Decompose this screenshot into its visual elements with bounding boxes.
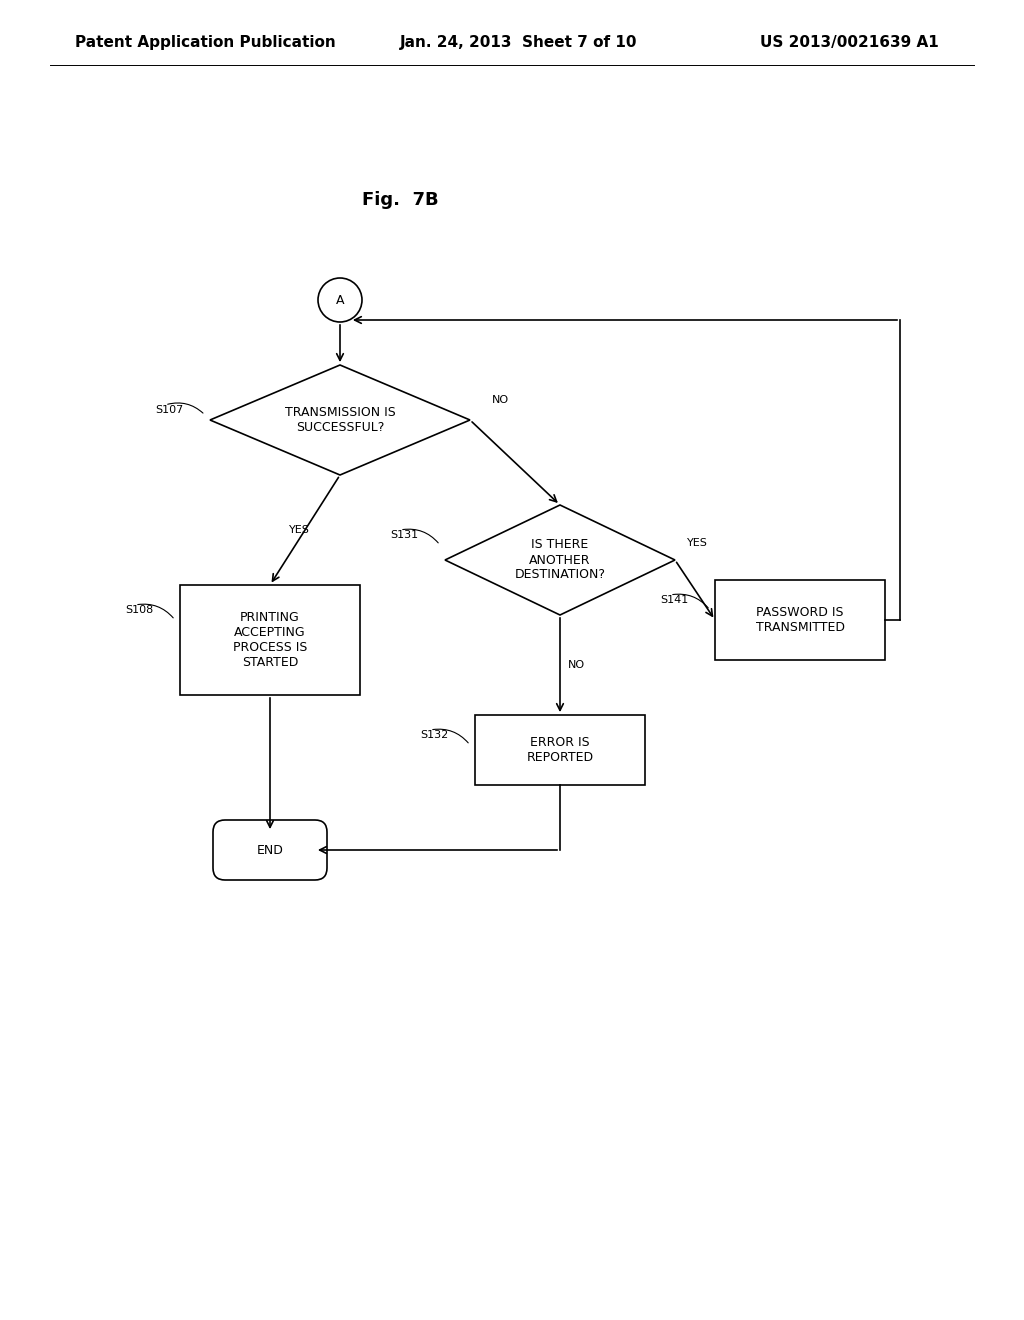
FancyBboxPatch shape — [213, 820, 327, 880]
Polygon shape — [210, 366, 470, 475]
Text: Fig.  7B: Fig. 7B — [361, 191, 438, 209]
Text: IS THERE
ANOTHER
DESTINATION?: IS THERE ANOTHER DESTINATION? — [514, 539, 605, 582]
Text: ERROR IS
REPORTED: ERROR IS REPORTED — [526, 737, 594, 764]
Text: Jan. 24, 2013  Sheet 7 of 10: Jan. 24, 2013 Sheet 7 of 10 — [400, 36, 638, 50]
Text: END: END — [257, 843, 284, 857]
Text: PASSWORD IS
TRANSMITTED: PASSWORD IS TRANSMITTED — [756, 606, 845, 634]
Text: S108: S108 — [125, 605, 154, 615]
Polygon shape — [445, 506, 675, 615]
Text: US 2013/0021639 A1: US 2013/0021639 A1 — [760, 36, 939, 50]
Text: NO: NO — [492, 395, 509, 405]
Text: S141: S141 — [660, 595, 688, 605]
Text: A: A — [336, 293, 344, 306]
Text: S107: S107 — [155, 405, 183, 414]
Text: PRINTING
ACCEPTING
PROCESS IS
STARTED: PRINTING ACCEPTING PROCESS IS STARTED — [232, 611, 307, 669]
Circle shape — [318, 279, 362, 322]
Text: S132: S132 — [420, 730, 449, 741]
Text: NO: NO — [568, 660, 585, 671]
Text: YES: YES — [289, 525, 310, 535]
Text: TRANSMISSION IS
SUCCESSFUL?: TRANSMISSION IS SUCCESSFUL? — [285, 407, 395, 434]
FancyBboxPatch shape — [715, 579, 885, 660]
Text: S131: S131 — [390, 531, 418, 540]
Text: YES: YES — [687, 539, 708, 548]
FancyBboxPatch shape — [475, 715, 645, 785]
FancyBboxPatch shape — [180, 585, 360, 696]
Text: Patent Application Publication: Patent Application Publication — [75, 36, 336, 50]
